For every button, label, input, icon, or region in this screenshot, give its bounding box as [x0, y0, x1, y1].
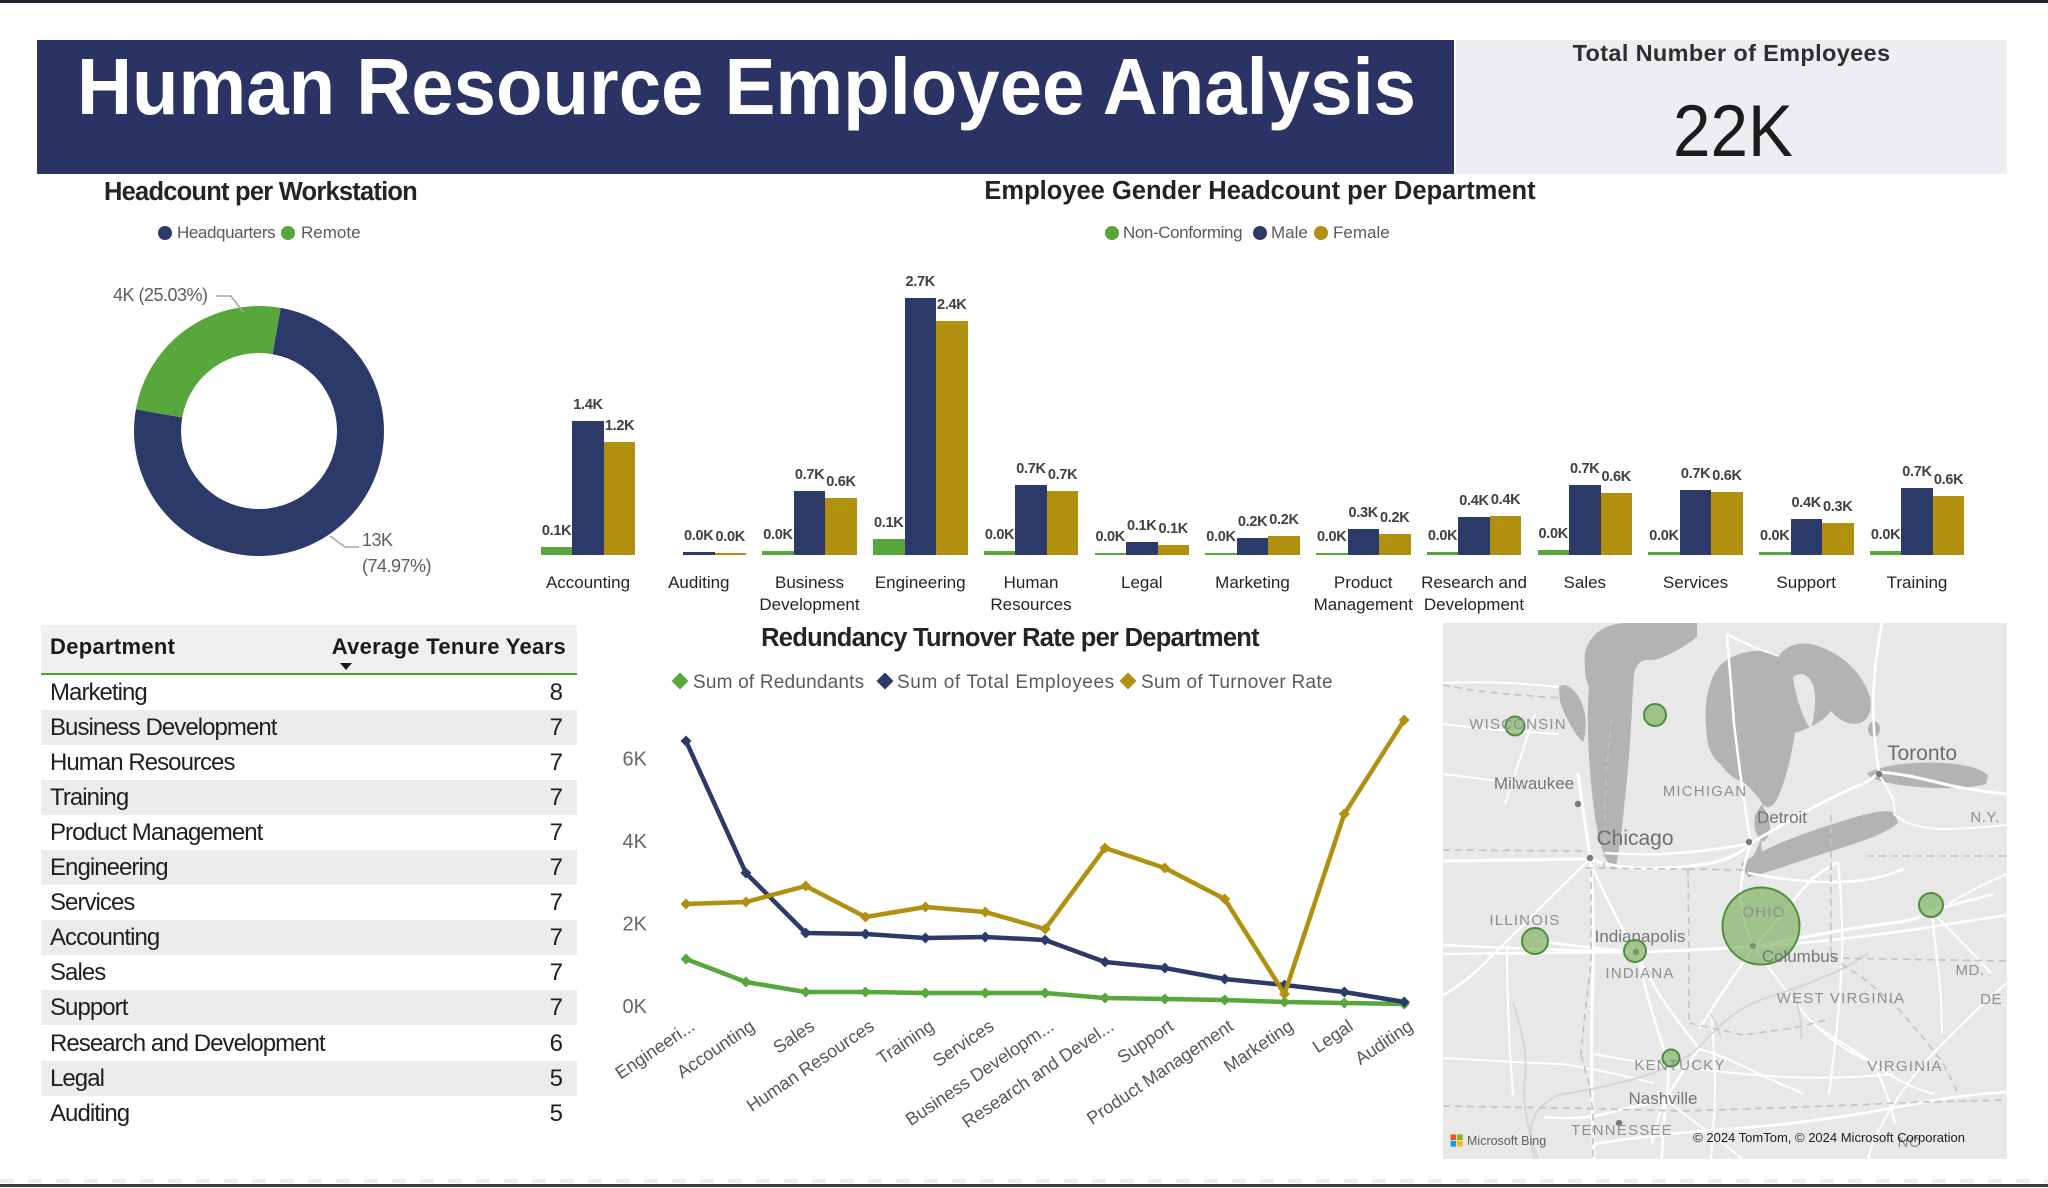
svg-text:Training: Training [873, 1016, 938, 1069]
svg-text:VIRGINIA: VIRGINIA [1867, 1058, 1942, 1075]
svg-text:Nashville: Nashville [1629, 1089, 1698, 1108]
svg-text:Detroit: Detroit [1757, 808, 1807, 827]
svg-text:0K: 0K [623, 996, 648, 1018]
svg-text:Auditing: Auditing [1351, 1016, 1416, 1069]
svg-text:22K: 22K [1673, 91, 1793, 170]
svg-text:INDIANA: INDIANA [1605, 965, 1674, 982]
svg-text:MICHIGAN: MICHIGAN [1663, 783, 1748, 800]
svg-text:ILLINOIS: ILLINOIS [1489, 912, 1560, 929]
svg-text:Columbus: Columbus [1762, 947, 1839, 966]
svg-text:N.Y.: N.Y. [1970, 809, 1999, 826]
svg-text:Sales: Sales [769, 1016, 818, 1058]
svg-text:WISCONSIN: WISCONSIN [1469, 716, 1566, 733]
svg-text:WEST VIRGINIA: WEST VIRGINIA [1777, 990, 1906, 1007]
svg-text:Sum of Total Employees: Sum of Total Employees [897, 672, 1115, 693]
svg-text:TENNESSEE: TENNESSEE [1571, 1122, 1673, 1139]
svg-text:2K: 2K [623, 914, 648, 936]
svg-text:DE: DE [1980, 991, 2002, 1008]
svg-text:Sum of Redundants: Sum of Redundants [693, 672, 864, 693]
svg-text:MD.: MD. [1956, 962, 1985, 979]
svg-text:Milwaukee: Milwaukee [1494, 774, 1574, 793]
svg-text:6K: 6K [623, 749, 648, 771]
svg-text:Sum of Turnover Rate: Sum of Turnover Rate [1141, 672, 1333, 693]
svg-text:© 2024 TomTom, © 2024 Microsof: © 2024 TomTom, © 2024 Microsoft Corporat… [1693, 1130, 1965, 1145]
svg-text:Microsoft Bing: Microsoft Bing [1467, 1134, 1546, 1148]
svg-text:Chicago: Chicago [1596, 827, 1673, 850]
svg-text:KENTUCKY: KENTUCKY [1634, 1057, 1725, 1074]
svg-text:Toronto: Toronto [1887, 742, 1957, 765]
svg-text:Human Resource Employee Analys: Human Resource Employee Analysis [77, 42, 1416, 131]
svg-text:Legal: Legal [1309, 1016, 1357, 1057]
svg-text:OHIO: OHIO [1742, 904, 1785, 921]
svg-text:NC: NC [1898, 1134, 1921, 1151]
svg-text:4K: 4K [623, 831, 648, 853]
svg-text:Indianapolis: Indianapolis [1595, 927, 1686, 946]
